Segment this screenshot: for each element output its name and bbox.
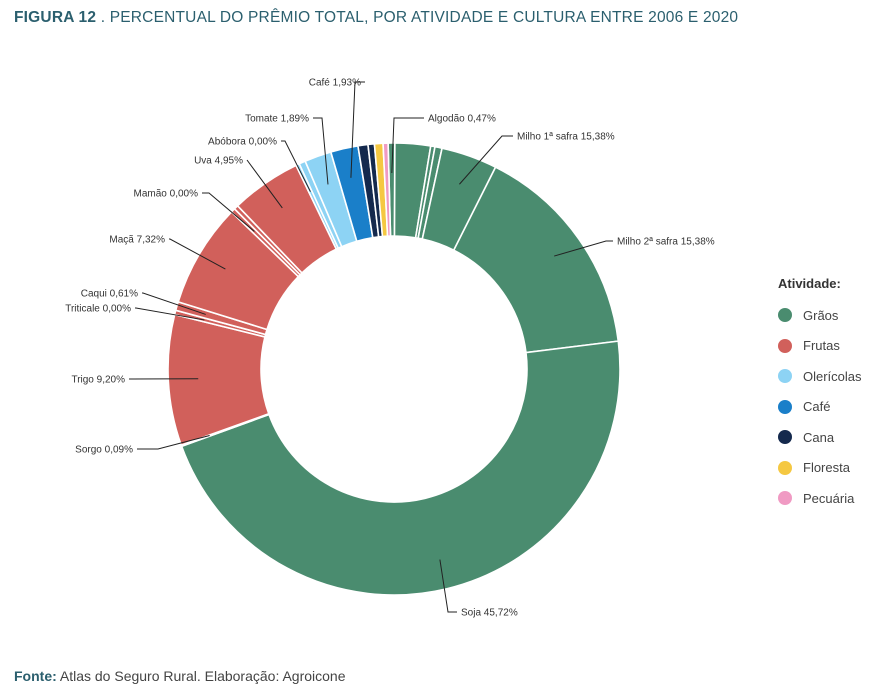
slice-label: Mamão 0,00% bbox=[134, 189, 199, 200]
legend-label: Pecuária bbox=[803, 490, 855, 506]
legend-item-floresta: Floresta bbox=[778, 453, 862, 484]
leader-line bbox=[313, 117, 329, 185]
legend-item-oler-colas: Olerícolas bbox=[778, 361, 862, 392]
legend-item-gr-os: Grãos bbox=[778, 300, 862, 331]
leader-line bbox=[350, 81, 365, 178]
source-note: Fonte: Atlas do Seguro Rural. Elaboração… bbox=[14, 668, 346, 684]
legend-label: Frutas bbox=[803, 338, 840, 354]
legend-label: Café bbox=[803, 399, 831, 415]
slice-label: Milho 1ª safra 15,38% bbox=[517, 132, 615, 143]
donut-slice bbox=[382, 142, 392, 237]
slice-label: Maçã 7,32% bbox=[109, 235, 165, 246]
slice-label: Milho 2ª safra 15,38% bbox=[617, 237, 715, 248]
donut-slice-soja bbox=[180, 340, 621, 596]
legend-swatch bbox=[778, 338, 792, 353]
leader-line bbox=[135, 307, 205, 321]
source-text: Atlas do Seguro Rural. Elaboração: Agroi… bbox=[56, 668, 346, 684]
legend-title: Atividade: bbox=[778, 276, 841, 291]
slice-label: Uva 4,95% bbox=[194, 156, 243, 167]
legend-label: Olerícolas bbox=[803, 368, 862, 384]
leader-line bbox=[281, 140, 311, 192]
slice-label: Tomate 1,89% bbox=[245, 114, 309, 125]
legend-item-cana: Cana bbox=[778, 422, 862, 453]
legend-swatch bbox=[778, 399, 792, 414]
legend-label: Grãos bbox=[803, 307, 839, 323]
slice-label: Caqui 0,61% bbox=[81, 289, 138, 300]
leader-line bbox=[459, 135, 513, 185]
slice-label: Triticale 0,00% bbox=[65, 304, 131, 315]
legend-swatch bbox=[778, 491, 792, 506]
chart-title: FIGURA 12 . PERCENTUAL DO PRÊMIO TOTAL, … bbox=[14, 9, 738, 27]
legend-swatch bbox=[778, 460, 792, 475]
legend-item-pecu-ria: Pecuária bbox=[778, 483, 862, 514]
leader-line bbox=[439, 559, 457, 613]
legend-swatch bbox=[778, 308, 792, 323]
leader-line bbox=[137, 435, 210, 450]
legend-item-caf-: Café bbox=[778, 392, 862, 423]
slice-label: Sorgo 0,09% bbox=[75, 445, 133, 456]
legend-label: Cana bbox=[803, 429, 835, 445]
leader-line bbox=[202, 192, 255, 232]
legend-swatch bbox=[778, 430, 792, 445]
leader-line bbox=[554, 240, 613, 257]
slice-label: Abóbora 0,00% bbox=[208, 137, 277, 148]
legend-swatch bbox=[778, 369, 792, 384]
slice-label: Algodão 0,47% bbox=[428, 114, 496, 125]
slice-label: Soja 45,72% bbox=[461, 608, 518, 619]
leader-line bbox=[246, 159, 283, 209]
legend-label: Floresta bbox=[803, 460, 850, 476]
leader-line bbox=[169, 238, 226, 270]
legend: Atividade: Grãos Frutas Olerícolas Café Cana… bbox=[778, 276, 862, 514]
slice-label: Café 1,93% bbox=[309, 78, 361, 89]
slice-label: Trigo 9,20% bbox=[71, 375, 125, 386]
leader-line bbox=[142, 292, 206, 315]
source-label: Fonte: bbox=[14, 668, 57, 684]
leader-line bbox=[391, 117, 424, 174]
legend-item-frutas: Frutas bbox=[778, 331, 862, 362]
figure-title-text: . PERCENTUAL DO PRÊMIO TOTAL, POR ATIVID… bbox=[96, 9, 739, 26]
figure-number: FIGURA 12 bbox=[14, 9, 97, 26]
